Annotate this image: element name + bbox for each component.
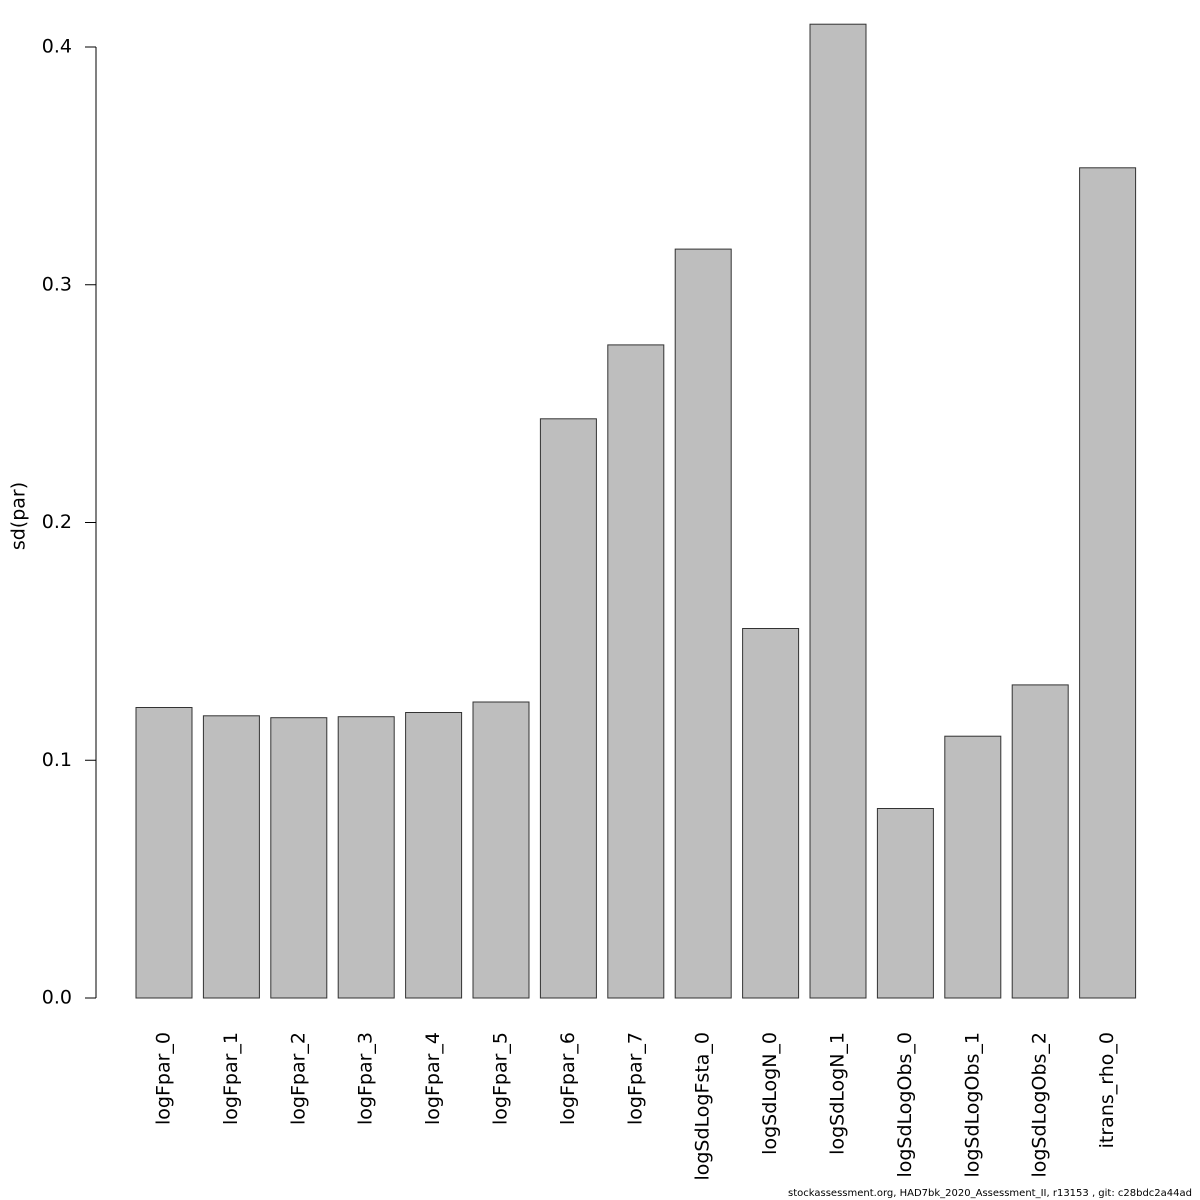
bar-logSdLogFsta_0 <box>674 248 732 999</box>
y-tick-label: 0.0 <box>42 987 72 1009</box>
x-category-label: logSdLogN_1 <box>827 1032 849 1155</box>
bar-logSdLogN_1 <box>809 23 867 999</box>
x-category-label: logSdLogFsta_0 <box>692 1032 714 1181</box>
bar-itrans_rho_0 <box>1079 167 1137 999</box>
x-category-label: logSdLogN_0 <box>759 1032 781 1155</box>
footer-credit: stockassessment.org, HAD7bk_2020_Assessm… <box>788 1188 1192 1199</box>
x-category-label: logFpar_4 <box>422 1032 444 1125</box>
x-category-label: itrans_rho_0 <box>1096 1032 1118 1148</box>
x-axis-labels: logFpar_0 logFpar_1 logFpar_2 logFpar_3 logF… <box>153 1032 1119 1181</box>
x-category-label: logSdLogObs_1 <box>961 1032 983 1178</box>
x-category-label: logFpar_7 <box>624 1032 646 1125</box>
y-tick-label: 0.3 <box>42 273 72 295</box>
x-category-label: logFpar_6 <box>557 1032 579 1125</box>
bar-logFpar_5 <box>472 701 530 999</box>
bar-logFpar_3 <box>337 716 395 999</box>
x-category-label: logFpar_2 <box>287 1032 309 1125</box>
bar-logFpar_6 <box>539 418 597 999</box>
bar-logFpar_2 <box>270 717 328 999</box>
x-category-label: logFpar_0 <box>153 1032 175 1125</box>
x-category-label: logSdLogObs_0 <box>894 1032 916 1178</box>
y-tick-label: 0.4 <box>42 36 72 58</box>
x-category-label: logFpar_5 <box>490 1032 512 1125</box>
y-axis-title: sd(par) <box>8 482 30 550</box>
bar-logSdLogObs_2 <box>1011 684 1069 999</box>
bar-logSdLogObs_0 <box>876 808 934 999</box>
bar-logSdLogObs_1 <box>944 735 1002 999</box>
bar-logFpar_0 <box>135 707 193 999</box>
x-category-label: logFpar_3 <box>355 1032 377 1125</box>
x-category-label: logSdLogObs_2 <box>1029 1032 1051 1178</box>
y-tick-label: 0.1 <box>42 749 72 771</box>
bar-logFpar_7 <box>607 344 665 999</box>
bar-logFpar_4 <box>405 712 463 999</box>
y-tick-label: 0.2 <box>42 511 72 533</box>
x-category-label: logFpar_1 <box>220 1032 242 1125</box>
y-axis: 0.0 0.1 0.2 0.3 0.4 <box>42 36 97 1009</box>
bars <box>135 23 1137 999</box>
bar-logSdLogN_0 <box>742 628 800 999</box>
bar-logFpar_1 <box>202 715 260 999</box>
